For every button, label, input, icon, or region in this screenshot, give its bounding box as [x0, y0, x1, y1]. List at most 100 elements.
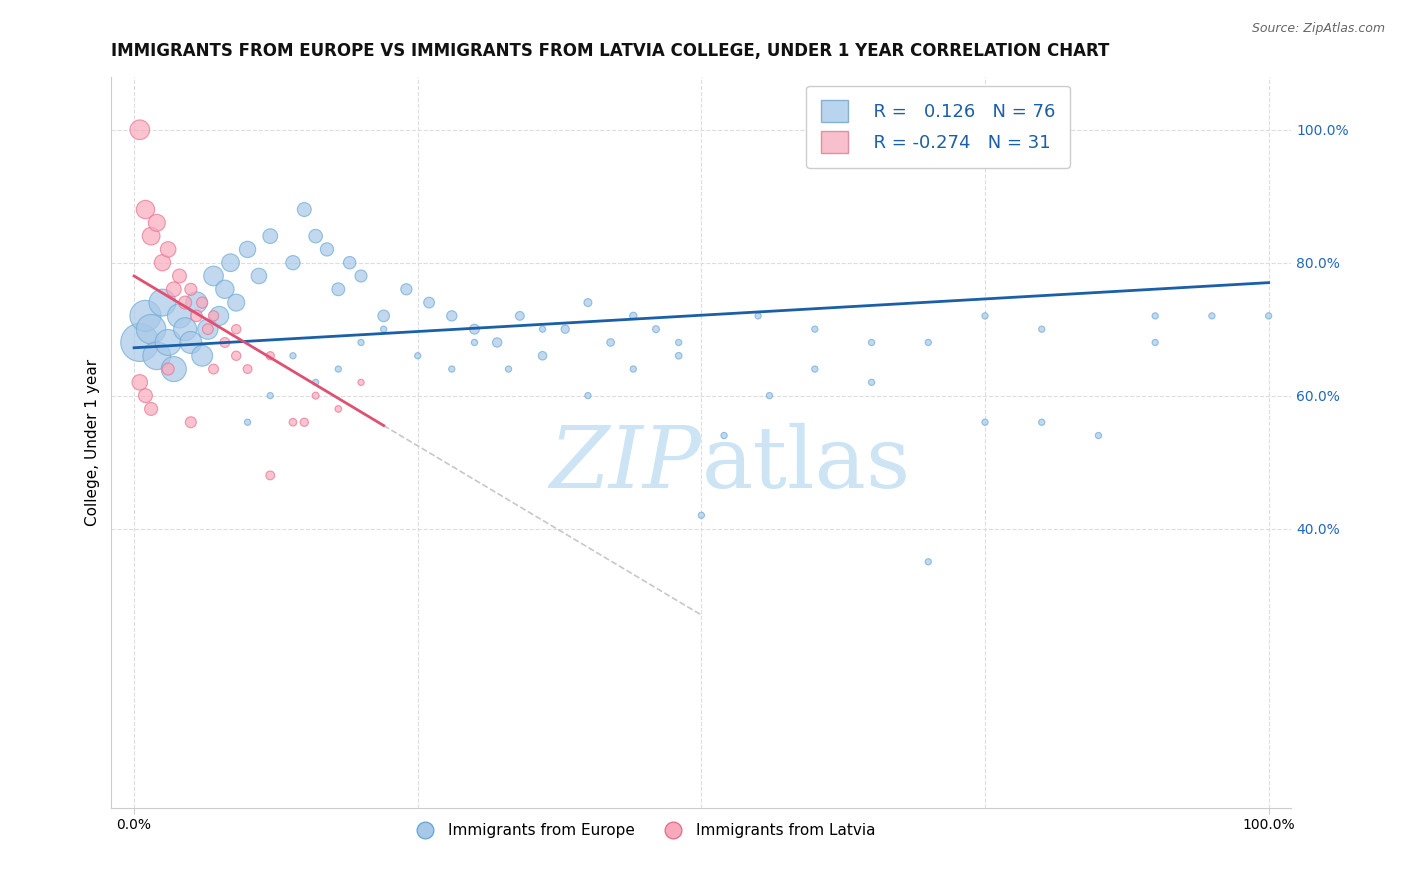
Point — [758, 389, 780, 403]
Point — [328, 401, 350, 416]
Text: ZIP: ZIP — [550, 423, 702, 506]
Point — [259, 468, 281, 483]
Point — [236, 415, 259, 429]
Text: Source: ZipAtlas.com: Source: ZipAtlas.com — [1251, 22, 1385, 36]
Point — [395, 282, 418, 296]
Point — [804, 362, 827, 376]
Point — [418, 295, 440, 310]
Point — [236, 243, 259, 257]
Point — [804, 322, 827, 336]
Point — [157, 335, 180, 350]
Point — [554, 322, 576, 336]
Point — [180, 335, 202, 350]
Point — [531, 349, 554, 363]
Point — [974, 309, 997, 323]
Point — [747, 309, 769, 323]
Point — [169, 268, 191, 283]
Point — [219, 256, 242, 270]
Point — [163, 362, 186, 376]
Point — [197, 322, 219, 336]
Y-axis label: College, Under 1 year: College, Under 1 year — [86, 359, 100, 525]
Point — [350, 335, 373, 350]
Point — [197, 322, 219, 336]
Point — [599, 335, 621, 350]
Point — [1144, 335, 1167, 350]
Point — [621, 362, 644, 376]
Point — [225, 322, 247, 336]
Point — [1201, 309, 1223, 323]
Point — [498, 362, 520, 376]
Point — [1031, 415, 1053, 429]
Point — [328, 282, 350, 296]
Point — [180, 282, 202, 296]
Point — [860, 376, 883, 390]
Text: IMMIGRANTS FROM EUROPE VS IMMIGRANTS FROM LATVIA COLLEGE, UNDER 1 YEAR CORRELATI: IMMIGRANTS FROM EUROPE VS IMMIGRANTS FRO… — [111, 42, 1109, 60]
Point — [668, 349, 690, 363]
Point — [621, 309, 644, 323]
Point — [128, 335, 150, 350]
Point — [152, 256, 174, 270]
Point — [668, 335, 690, 350]
Point — [576, 389, 599, 403]
Point — [316, 243, 339, 257]
Point — [281, 415, 304, 429]
Point — [139, 229, 162, 244]
Point — [974, 415, 997, 429]
Point — [191, 349, 214, 363]
Point — [576, 295, 599, 310]
Point — [292, 202, 315, 217]
Point — [281, 349, 304, 363]
Point — [645, 322, 668, 336]
Point — [202, 309, 225, 323]
Point — [690, 508, 713, 523]
Point — [152, 295, 174, 310]
Point — [174, 295, 197, 310]
Point — [1144, 309, 1167, 323]
Point — [225, 349, 247, 363]
Point — [328, 362, 350, 376]
Point — [304, 229, 326, 244]
Point — [139, 322, 162, 336]
Point — [236, 362, 259, 376]
Point — [259, 349, 281, 363]
Point — [531, 322, 554, 336]
Point — [247, 268, 270, 283]
Point — [146, 216, 169, 230]
Point — [1257, 309, 1279, 323]
Point — [373, 322, 395, 336]
Legend: Immigrants from Europe, Immigrants from Latvia: Immigrants from Europe, Immigrants from … — [404, 817, 882, 844]
Point — [339, 256, 361, 270]
Point — [860, 335, 883, 350]
Point — [1087, 428, 1109, 442]
Point — [191, 295, 214, 310]
Point — [1031, 322, 1053, 336]
Point — [128, 122, 150, 136]
Point — [163, 282, 186, 296]
Point — [186, 295, 208, 310]
Point — [134, 389, 156, 403]
Point — [169, 309, 191, 323]
Point — [304, 376, 326, 390]
Point — [157, 243, 180, 257]
Point — [440, 362, 463, 376]
Point — [134, 309, 156, 323]
Point — [406, 349, 429, 363]
Point — [281, 256, 304, 270]
Point — [128, 376, 150, 390]
Point — [146, 349, 169, 363]
Point — [139, 401, 162, 416]
Point — [157, 362, 180, 376]
Point — [373, 309, 395, 323]
Point — [350, 268, 373, 283]
Point — [917, 555, 939, 569]
Point — [509, 309, 531, 323]
Point — [208, 309, 231, 323]
Point — [713, 428, 735, 442]
Point — [202, 362, 225, 376]
Point — [186, 309, 208, 323]
Point — [917, 335, 939, 350]
Point — [214, 282, 236, 296]
Point — [174, 322, 197, 336]
Point — [463, 322, 485, 336]
Point — [440, 309, 463, 323]
